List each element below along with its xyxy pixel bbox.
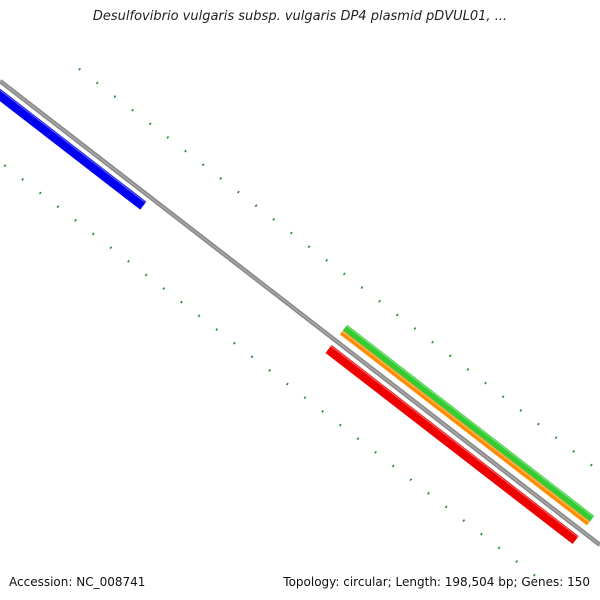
minor-tick [338,423,342,427]
minor-tick [131,108,134,112]
minor-tick [413,327,417,330]
minor-tick [409,478,413,482]
minor-tick [289,231,293,235]
minor-tick [444,505,448,509]
minor-tick [38,191,42,195]
minor-tick [219,176,223,180]
minor-tick [201,163,205,167]
minor-tick [162,287,166,291]
minor-tick [148,122,152,126]
minor-tick [21,177,24,181]
minor-tick [342,272,346,276]
gene-blue[interactable] [0,88,147,210]
minor-tick [484,381,487,385]
gene-orange[interactable] [339,330,590,526]
gene-orange-highlight [341,330,590,523]
minor-tick [78,67,81,71]
minor-tick [180,300,183,304]
minor-tick [303,396,307,400]
minor-tick [307,245,311,249]
gene-red[interactable] [325,345,579,545]
gene-blue-highlight [0,89,146,204]
minor-tick [250,355,254,359]
gene-green-highlight [346,325,594,518]
minor-tick [480,532,483,536]
minor-tick [3,164,7,168]
minor-tick [497,546,501,550]
minor-tick [360,286,364,290]
minor-tick [554,436,558,440]
minor-tick [356,437,360,441]
minor-tick [166,136,170,139]
minor-tick [56,205,60,209]
minor-tick [325,258,329,262]
minor-tick [95,81,99,85]
gene-green[interactable] [342,324,595,522]
minor-tick [127,259,130,263]
minor-tick [109,246,113,250]
minor-tick [321,409,324,413]
minor-tick [237,190,240,194]
map-title: Desulfovibrio vulgaris subsp. vulgaris D… [92,9,508,24]
minor-tick [285,382,289,386]
topology-summary: Topology: circular; Length: 198,504 bp; … [283,575,590,589]
minor-tick [519,408,523,412]
gene-red-highlight [330,345,579,538]
backbone-layer [0,79,600,547]
minor-tick [272,217,276,221]
minor-tick [501,395,505,399]
minor-tick [268,369,272,372]
accession-text: Accession: NC_008741 [9,575,146,589]
minor-tick [391,464,395,468]
minor-tick [113,95,117,98]
minor-tick [197,314,201,318]
minor-tick [254,204,258,208]
minor-tick [374,450,377,454]
minor-tick [431,340,434,344]
minor-tick [466,368,470,371]
minor-tick [589,463,593,467]
minor-tick [572,449,576,453]
ticks-layer [3,67,593,577]
minor-tick [462,519,466,523]
minor-tick [448,354,452,358]
plasmid-backbone-highlight [0,80,600,546]
minor-tick [378,299,381,303]
minor-tick [91,232,95,236]
minor-tick [233,341,236,345]
minor-tick [537,422,540,426]
minor-tick [395,313,399,317]
minor-tick [215,328,219,331]
minor-tick [533,573,536,577]
genes-layer [0,88,595,545]
minor-tick [144,273,148,277]
minor-tick [515,560,519,563]
minor-tick [74,218,77,222]
minor-tick [427,491,430,495]
minor-tick [184,149,187,153]
